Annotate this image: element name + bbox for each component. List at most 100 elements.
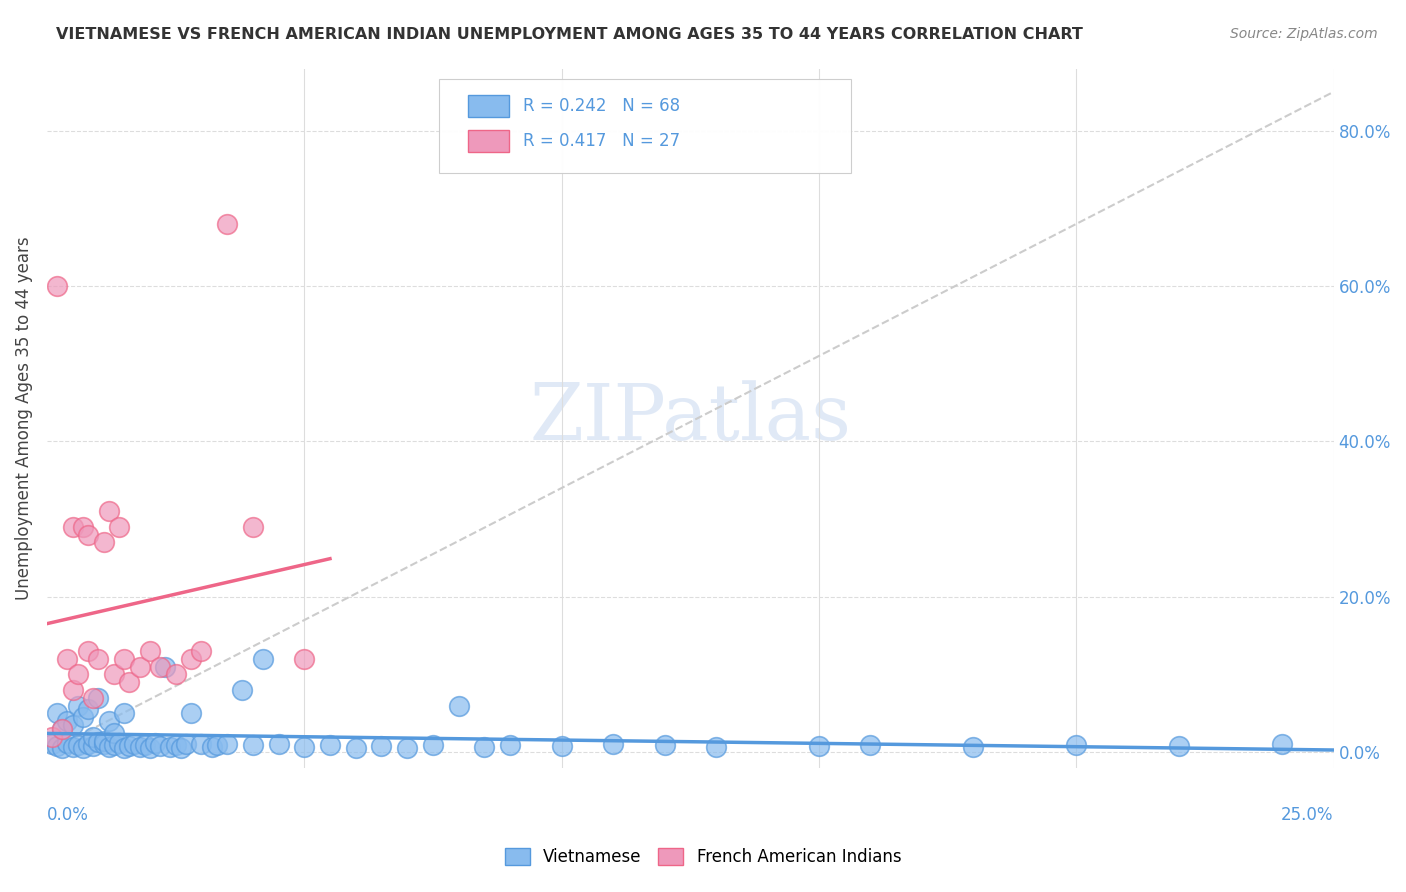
Point xyxy=(165,667,187,681)
Point xyxy=(103,667,125,681)
Point xyxy=(93,733,115,747)
Point xyxy=(174,737,197,751)
FancyBboxPatch shape xyxy=(468,130,509,153)
Point xyxy=(41,738,63,752)
Point xyxy=(143,736,166,750)
Point xyxy=(319,738,342,752)
Point xyxy=(344,740,367,755)
Point xyxy=(41,730,63,744)
Text: ZIPatlas: ZIPatlas xyxy=(529,380,851,456)
Point xyxy=(87,652,110,666)
Point xyxy=(252,652,274,666)
Point xyxy=(77,527,100,541)
Point xyxy=(180,706,202,721)
Point xyxy=(93,535,115,549)
Point xyxy=(62,520,84,534)
Point xyxy=(962,739,984,754)
Text: Source: ZipAtlas.com: Source: ZipAtlas.com xyxy=(1230,27,1378,41)
Legend: Vietnamese, French American Indians: Vietnamese, French American Indians xyxy=(496,840,910,875)
Point xyxy=(51,722,73,736)
Point xyxy=(103,738,125,752)
Point xyxy=(149,659,172,673)
Point xyxy=(859,738,882,752)
Point xyxy=(370,739,392,753)
Point xyxy=(654,738,676,752)
Point xyxy=(134,738,156,752)
Point xyxy=(155,659,177,673)
Point xyxy=(242,738,264,752)
Point xyxy=(215,217,238,231)
Point xyxy=(159,739,181,754)
Point xyxy=(190,644,212,658)
Point xyxy=(128,739,150,754)
Text: 25.0%: 25.0% xyxy=(1281,806,1334,824)
Point xyxy=(51,722,73,736)
Point xyxy=(292,739,315,754)
Point xyxy=(66,738,89,752)
Point xyxy=(97,739,120,754)
Point xyxy=(180,652,202,666)
Point xyxy=(474,739,496,754)
Point xyxy=(77,702,100,716)
Point xyxy=(56,714,79,728)
Point xyxy=(46,706,69,721)
Point xyxy=(82,730,104,744)
Text: R = 0.417   N = 27: R = 0.417 N = 27 xyxy=(523,131,681,150)
Y-axis label: Unemployment Among Ages 35 to 44 years: Unemployment Among Ages 35 to 44 years xyxy=(15,236,32,600)
Point xyxy=(82,690,104,705)
Text: 0.0%: 0.0% xyxy=(46,806,89,824)
Point xyxy=(77,644,100,658)
Point xyxy=(46,739,69,753)
Point xyxy=(499,738,522,752)
Point xyxy=(72,710,94,724)
Point xyxy=(62,718,84,732)
Point xyxy=(128,659,150,673)
Point xyxy=(108,736,131,750)
Point xyxy=(87,690,110,705)
Point xyxy=(118,739,141,753)
Point xyxy=(103,725,125,739)
Point xyxy=(704,739,727,754)
Point xyxy=(1168,739,1191,753)
Point xyxy=(550,739,572,753)
Point xyxy=(97,504,120,518)
Point xyxy=(66,698,89,713)
FancyBboxPatch shape xyxy=(468,95,509,118)
Point xyxy=(602,738,624,752)
Point xyxy=(72,740,94,755)
Point xyxy=(1271,738,1294,752)
Point xyxy=(72,520,94,534)
FancyBboxPatch shape xyxy=(439,79,851,173)
Point xyxy=(97,714,120,728)
Text: R = 0.242   N = 68: R = 0.242 N = 68 xyxy=(523,96,681,114)
Point xyxy=(82,739,104,753)
Point xyxy=(1064,738,1087,752)
Point xyxy=(242,520,264,534)
Point xyxy=(51,741,73,756)
Point xyxy=(124,738,146,752)
Point xyxy=(231,683,253,698)
Point xyxy=(112,706,135,721)
Point xyxy=(108,520,131,534)
Point xyxy=(62,739,84,754)
Point xyxy=(807,739,830,753)
Point xyxy=(190,738,212,752)
Point xyxy=(93,738,115,752)
Point xyxy=(165,738,187,752)
Point xyxy=(170,740,193,755)
Text: VIETNAMESE VS FRENCH AMERICAN INDIAN UNEMPLOYMENT AMONG AGES 35 TO 44 YEARS CORR: VIETNAMESE VS FRENCH AMERICAN INDIAN UNE… xyxy=(56,27,1083,42)
Point xyxy=(56,736,79,750)
Point xyxy=(215,737,238,751)
Point xyxy=(112,652,135,666)
Point xyxy=(200,739,222,754)
Point xyxy=(66,667,89,681)
Point xyxy=(292,652,315,666)
Point xyxy=(112,740,135,755)
Point xyxy=(267,738,290,752)
Point xyxy=(447,698,470,713)
Point xyxy=(62,683,84,698)
Point xyxy=(139,741,162,756)
Point xyxy=(46,279,69,293)
Point xyxy=(56,652,79,666)
Point xyxy=(118,675,141,690)
